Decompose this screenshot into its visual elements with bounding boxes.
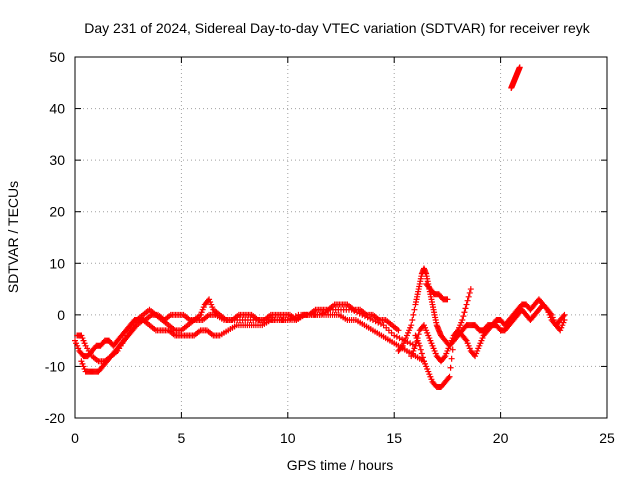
data-point [444,296,451,303]
data-point [410,311,417,318]
series-track-g [423,280,451,303]
data-point [462,336,469,343]
data-point [449,346,456,353]
x-tick-label: 15 [386,430,402,446]
data-point [560,313,567,320]
x-tick-label: 5 [178,430,186,446]
data-point [441,354,448,361]
data-point [463,301,470,308]
data-point [411,306,418,313]
data-point [399,336,406,343]
data-point [404,338,411,345]
data-point [459,317,466,324]
data-points [72,64,568,391]
data-point [398,344,405,351]
y-tick-label: 30 [49,152,65,168]
x-axis-label: GPS time / hours [287,457,394,473]
data-point [407,340,414,347]
data-point [369,317,376,324]
y-tick-label: 10 [49,255,65,271]
y-tick-label: -10 [45,358,65,374]
data-point [461,309,468,316]
data-point [516,64,523,71]
data-point [409,317,416,324]
data-point [547,310,554,317]
data-point [466,289,473,296]
data-point [465,293,472,300]
x-tick-label: 20 [493,430,509,446]
data-point [391,332,398,339]
y-tick-label: 40 [49,101,65,117]
data-point [417,346,424,353]
x-tick-label: 0 [71,430,79,446]
data-point [462,305,469,312]
x-tick-label: 25 [599,430,615,446]
y-tick-label: 50 [49,49,65,65]
data-point [409,341,416,348]
series-track-e [408,301,568,365]
y-tick-label: -20 [45,410,65,426]
data-point [445,375,452,382]
data-point [460,313,467,320]
data-point [393,333,400,340]
data-point [467,286,474,293]
data-point [416,342,423,349]
data-point [415,331,422,338]
data-point [561,317,568,324]
data-point [446,373,453,380]
grid [75,57,607,418]
data-point [396,335,403,342]
data-point [408,322,415,329]
data-point [464,297,471,304]
series-track-f [412,286,474,391]
x-tick-labels: 0 5 10 15 20 25 [71,430,615,446]
data-point [418,350,425,357]
data-point [419,354,426,361]
chart-title: Day 231 of 2024, Sidereal Day-to-day VTE… [84,20,590,36]
y-tick-labels: -20 -10 0 10 20 30 40 50 [45,49,65,426]
series-track-h [508,64,523,91]
series-track-c [74,296,402,365]
y-tick-label: 0 [57,307,65,323]
plot-frame [74,56,608,419]
x-tick-label: 10 [280,430,296,446]
data-point [447,364,454,371]
y-tick-label: 20 [49,204,65,220]
data-point [395,327,402,334]
axis-ticks [74,56,608,419]
y-axis-label: SDTVAR / TECUs [5,181,21,293]
data-point [448,355,455,362]
data-point [561,311,568,318]
